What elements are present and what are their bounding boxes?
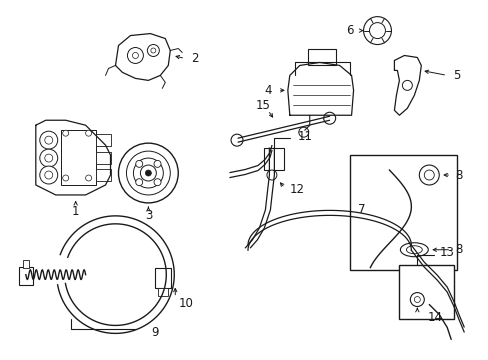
Bar xyxy=(61,130,95,185)
Text: 8: 8 xyxy=(454,243,462,256)
Bar xyxy=(158,288,168,296)
Circle shape xyxy=(402,80,411,90)
Circle shape xyxy=(266,170,276,180)
Circle shape xyxy=(154,179,161,186)
Bar xyxy=(95,169,110,181)
Circle shape xyxy=(127,48,143,63)
Circle shape xyxy=(136,161,142,167)
Circle shape xyxy=(62,175,68,181)
Circle shape xyxy=(126,151,170,195)
Circle shape xyxy=(45,136,53,144)
Circle shape xyxy=(136,179,142,186)
Circle shape xyxy=(369,23,385,39)
Bar xyxy=(23,260,29,268)
Circle shape xyxy=(323,112,335,124)
Text: 8: 8 xyxy=(454,168,462,181)
Text: 13: 13 xyxy=(438,246,453,259)
Bar xyxy=(264,148,283,170)
Circle shape xyxy=(118,143,178,203)
Bar xyxy=(95,134,110,146)
Bar xyxy=(399,265,453,319)
Bar xyxy=(307,49,335,66)
Text: 1: 1 xyxy=(72,205,79,219)
Circle shape xyxy=(424,170,433,180)
Circle shape xyxy=(40,131,58,149)
Text: 2: 2 xyxy=(191,52,198,65)
Circle shape xyxy=(133,158,163,188)
Bar xyxy=(95,152,110,164)
Circle shape xyxy=(145,170,151,176)
Circle shape xyxy=(409,293,424,306)
Text: 10: 10 xyxy=(178,297,193,310)
Circle shape xyxy=(85,175,91,181)
Circle shape xyxy=(419,165,438,185)
Text: 12: 12 xyxy=(289,184,304,197)
Text: 3: 3 xyxy=(144,210,152,222)
Bar xyxy=(349,155,456,270)
Circle shape xyxy=(40,149,58,167)
Text: 7: 7 xyxy=(357,203,365,216)
Circle shape xyxy=(147,45,159,57)
Circle shape xyxy=(40,166,58,184)
Circle shape xyxy=(154,161,161,167)
Bar xyxy=(155,268,171,288)
Text: 5: 5 xyxy=(452,69,460,82)
Circle shape xyxy=(298,127,308,137)
Text: 6: 6 xyxy=(346,24,353,37)
Circle shape xyxy=(45,171,53,179)
Circle shape xyxy=(132,53,138,58)
Circle shape xyxy=(151,48,156,53)
Text: 4: 4 xyxy=(264,84,271,97)
Text: 11: 11 xyxy=(297,130,312,143)
Circle shape xyxy=(85,130,91,136)
Circle shape xyxy=(413,297,420,302)
Ellipse shape xyxy=(406,246,422,254)
Bar xyxy=(19,267,33,285)
Circle shape xyxy=(363,17,390,45)
Circle shape xyxy=(230,134,243,146)
Circle shape xyxy=(62,130,68,136)
Text: 9: 9 xyxy=(151,326,159,339)
Circle shape xyxy=(140,165,156,181)
Circle shape xyxy=(45,154,53,162)
Text: 14: 14 xyxy=(427,311,441,324)
Ellipse shape xyxy=(400,243,427,257)
Text: 15: 15 xyxy=(255,99,270,112)
